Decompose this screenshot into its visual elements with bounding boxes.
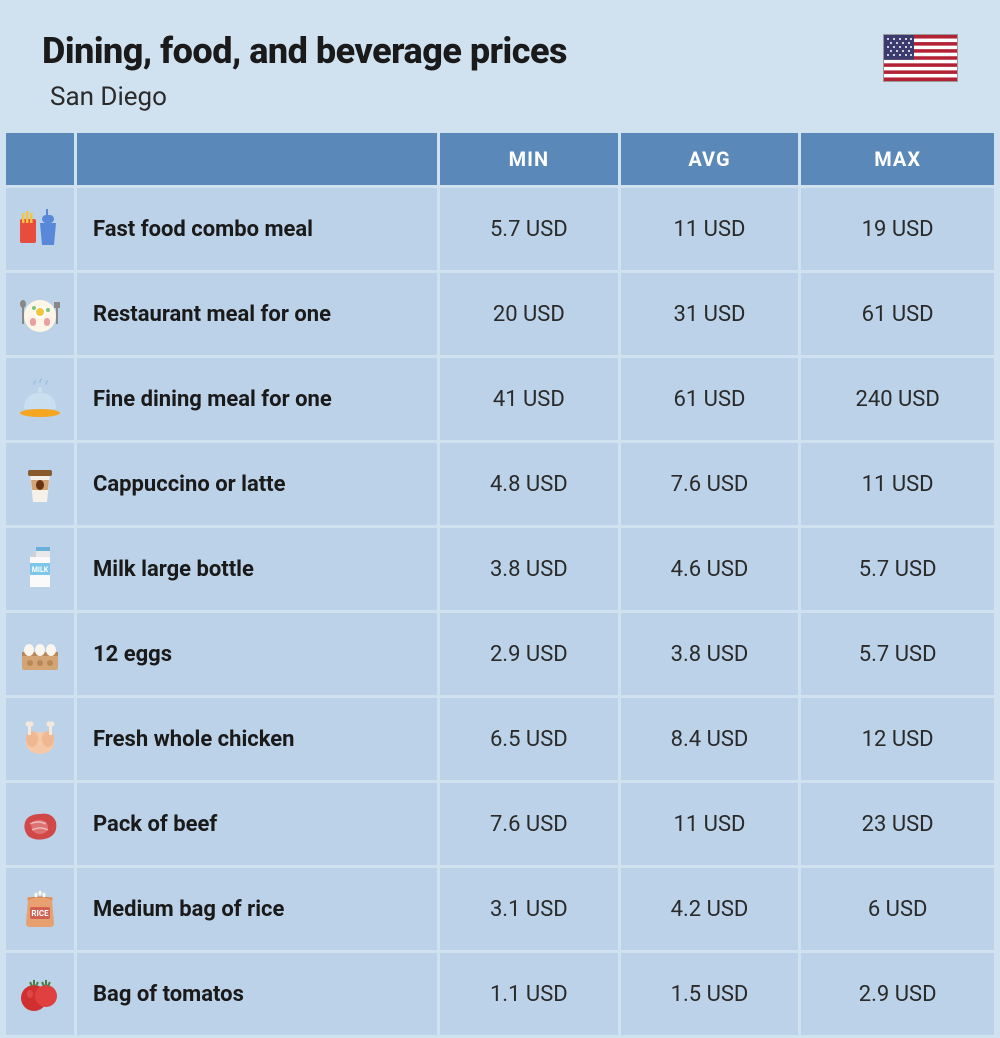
milk-icon: MILK xyxy=(6,528,74,610)
avg-value: 11 USD xyxy=(621,188,799,270)
max-value: 19 USD xyxy=(801,188,994,270)
table-row: Pack of beef 7.6 USD 11 USD 23 USD xyxy=(6,783,994,865)
rice-icon: RICE xyxy=(6,868,74,950)
item-label: Restaurant meal for one xyxy=(77,273,437,355)
table-row: MILK Milk large bottle 3.8 USD 4.6 USD 5… xyxy=(6,528,994,610)
avg-value: 31 USD xyxy=(621,273,799,355)
avg-value: 1.5 USD xyxy=(621,953,799,1035)
item-label: Milk large bottle xyxy=(77,528,437,610)
table-header-row: MIN AVG MAX xyxy=(6,133,994,185)
fine-dining-icon xyxy=(6,358,74,440)
min-value: 3.1 USD xyxy=(440,868,618,950)
avg-value: 4.6 USD xyxy=(621,528,799,610)
avg-value: 3.8 USD xyxy=(621,613,799,695)
page-header: Dining, food, and beverage prices San Di… xyxy=(0,0,1000,130)
max-value: 2.9 USD xyxy=(801,953,994,1035)
col-header-max: MAX xyxy=(801,133,994,185)
avg-value: 61 USD xyxy=(621,358,799,440)
chicken-icon xyxy=(6,698,74,780)
coffee-icon xyxy=(6,443,74,525)
item-label: Medium bag of rice xyxy=(77,868,437,950)
table-row: Fresh whole chicken 6.5 USD 8.4 USD 12 U… xyxy=(6,698,994,780)
avg-value: 4.2 USD xyxy=(621,868,799,950)
col-header-min: MIN xyxy=(440,133,618,185)
col-header-avg: AVG xyxy=(621,133,799,185)
col-header-icon xyxy=(6,133,74,185)
beef-icon xyxy=(6,783,74,865)
item-label: Pack of beef xyxy=(77,783,437,865)
col-header-item xyxy=(77,133,437,185)
table-row: RICE Medium bag of rice 3.1 USD 4.2 USD … xyxy=(6,868,994,950)
avg-value: 8.4 USD xyxy=(621,698,799,780)
min-value: 1.1 USD xyxy=(440,953,618,1035)
max-value: 6 USD xyxy=(801,868,994,950)
table-row: Restaurant meal for one 20 USD 31 USD 61… xyxy=(6,273,994,355)
min-value: 2.9 USD xyxy=(440,613,618,695)
fast-food-icon xyxy=(6,188,74,270)
svg-text:MILK: MILK xyxy=(32,566,49,574)
max-value: 12 USD xyxy=(801,698,994,780)
min-value: 5.7 USD xyxy=(440,188,618,270)
item-label: Fast food combo meal xyxy=(77,188,437,270)
price-table: MIN AVG MAX Fast food combo meal 5.7 USD… xyxy=(0,130,1000,1038)
avg-value: 7.6 USD xyxy=(621,443,799,525)
item-label: Fine dining meal for one xyxy=(77,358,437,440)
tomato-icon xyxy=(6,953,74,1035)
max-value: 240 USD xyxy=(801,358,994,440)
usa-flag-icon xyxy=(883,34,958,82)
max-value: 61 USD xyxy=(801,273,994,355)
max-value: 5.7 USD xyxy=(801,528,994,610)
item-label: 12 eggs xyxy=(77,613,437,695)
item-label: Bag of tomatos xyxy=(77,953,437,1035)
min-value: 3.8 USD xyxy=(440,528,618,610)
page-title: Dining, food, and beverage prices xyxy=(42,30,958,72)
table-row: Fast food combo meal 5.7 USD 11 USD 19 U… xyxy=(6,188,994,270)
min-value: 4.8 USD xyxy=(440,443,618,525)
table-row: Bag of tomatos 1.1 USD 1.5 USD 2.9 USD xyxy=(6,953,994,1035)
table-row: Fine dining meal for one 41 USD 61 USD 2… xyxy=(6,358,994,440)
eggs-icon xyxy=(6,613,74,695)
max-value: 5.7 USD xyxy=(801,613,994,695)
item-label: Fresh whole chicken xyxy=(77,698,437,780)
min-value: 20 USD xyxy=(440,273,618,355)
min-value: 7.6 USD xyxy=(440,783,618,865)
svg-text:RICE: RICE xyxy=(31,909,49,918)
avg-value: 11 USD xyxy=(621,783,799,865)
table-row: 12 eggs 2.9 USD 3.8 USD 5.7 USD xyxy=(6,613,994,695)
min-value: 6.5 USD xyxy=(440,698,618,780)
table-row: Cappuccino or latte 4.8 USD 7.6 USD 11 U… xyxy=(6,443,994,525)
min-value: 41 USD xyxy=(440,358,618,440)
max-value: 11 USD xyxy=(801,443,994,525)
restaurant-icon xyxy=(6,273,74,355)
item-label: Cappuccino or latte xyxy=(77,443,437,525)
page-subtitle: San Diego xyxy=(50,82,958,112)
max-value: 23 USD xyxy=(801,783,994,865)
